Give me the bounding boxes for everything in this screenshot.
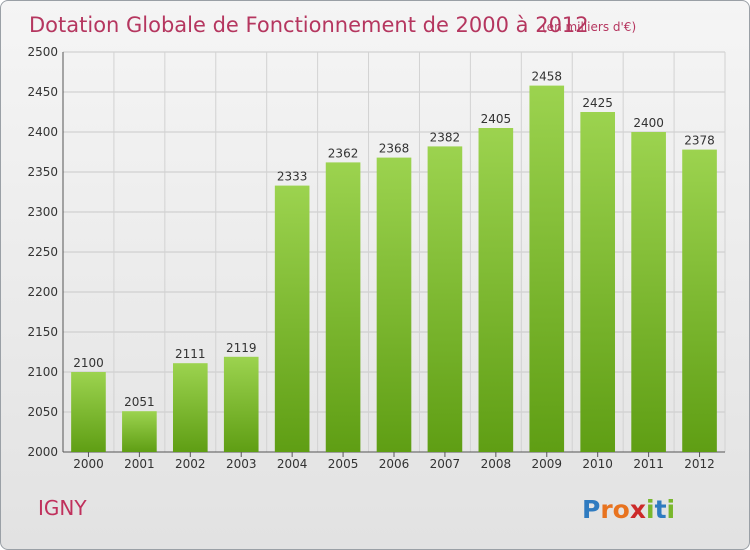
data-label: 2362 bbox=[328, 146, 359, 160]
data-label: 2111 bbox=[175, 347, 206, 361]
logo-letter: o bbox=[613, 495, 630, 524]
bar bbox=[223, 356, 259, 452]
proxiti-logo: Proxiti bbox=[582, 495, 675, 524]
x-tick-label: 2010 bbox=[582, 457, 613, 471]
y-tick-label: 2450 bbox=[27, 85, 58, 99]
bar bbox=[376, 157, 412, 452]
plot-area: 2000 2050 2100 2150 2200 2250 2300 2350 2400 2450… bbox=[27, 45, 726, 471]
x-tick-label: 2004 bbox=[277, 457, 308, 471]
data-label: 2400 bbox=[633, 116, 664, 130]
bar bbox=[682, 149, 717, 452]
x-tick-label: 2003 bbox=[226, 457, 257, 471]
bar bbox=[580, 112, 616, 452]
bar bbox=[274, 185, 310, 452]
x-tick-label: 2012 bbox=[684, 457, 715, 471]
x-tick-label: 2006 bbox=[379, 457, 410, 471]
logo-letter: x bbox=[630, 495, 646, 524]
logo-letter: P bbox=[582, 495, 600, 524]
bar bbox=[172, 363, 208, 452]
y-tick-label: 2050 bbox=[27, 405, 58, 419]
y-tick-label: 2100 bbox=[27, 365, 58, 379]
x-tick-label: 2007 bbox=[430, 457, 461, 471]
data-label: 2051 bbox=[124, 395, 155, 409]
logo-letter: i bbox=[667, 495, 676, 524]
commune-name: IGNY bbox=[38, 496, 87, 520]
x-tick-label: 2005 bbox=[328, 457, 359, 471]
chart-subtitle: (en milliers d'€) bbox=[542, 20, 636, 34]
data-label: 2425 bbox=[582, 96, 613, 110]
logo-letter: t bbox=[655, 495, 667, 524]
y-tick-label: 2250 bbox=[27, 245, 58, 259]
y-tick-label: 2400 bbox=[27, 125, 58, 139]
data-label: 2100 bbox=[73, 356, 104, 370]
logo-letter: i bbox=[646, 495, 655, 524]
data-label: 2405 bbox=[481, 112, 512, 126]
data-label: 2333 bbox=[277, 170, 308, 184]
x-tick-label: 2008 bbox=[481, 457, 512, 471]
logo-letter: r bbox=[600, 495, 613, 524]
x-tick-label: 2009 bbox=[531, 457, 562, 471]
data-label: 2458 bbox=[531, 70, 562, 84]
bar bbox=[529, 85, 565, 452]
x-tick-label: 2000 bbox=[73, 457, 104, 471]
y-tick-label: 2000 bbox=[27, 445, 58, 459]
data-label: 2382 bbox=[430, 130, 461, 144]
x-tick-label: 2002 bbox=[175, 457, 206, 471]
data-label: 2368 bbox=[379, 142, 410, 156]
x-tick-label: 2011 bbox=[633, 457, 664, 471]
y-tick-label: 2350 bbox=[27, 165, 58, 179]
y-tick-label: 2500 bbox=[27, 45, 58, 59]
bar bbox=[71, 372, 106, 452]
y-tick-label: 2200 bbox=[27, 285, 58, 299]
bar bbox=[122, 411, 157, 452]
data-label: 2378 bbox=[684, 134, 715, 148]
data-label: 2119 bbox=[226, 341, 257, 355]
chart-title: Dotation Globale de Fonctionnement de 20… bbox=[29, 13, 589, 37]
bar bbox=[325, 162, 361, 452]
bar bbox=[478, 128, 514, 452]
y-tick-label: 2150 bbox=[27, 325, 58, 339]
bar bbox=[427, 146, 463, 452]
x-tick-label: 2001 bbox=[124, 457, 155, 471]
y-tick-label: 2300 bbox=[27, 205, 58, 219]
bar bbox=[631, 132, 666, 452]
